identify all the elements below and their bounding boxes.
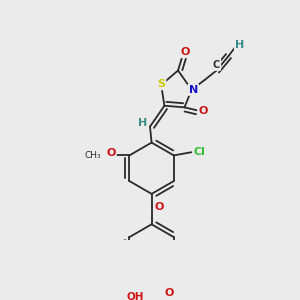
Text: O: O xyxy=(155,202,164,212)
Text: C: C xyxy=(213,60,220,70)
Text: O: O xyxy=(181,47,190,57)
Text: H: H xyxy=(235,40,244,50)
Text: Cl: Cl xyxy=(194,147,206,157)
Text: O: O xyxy=(198,106,208,116)
Text: CH₃: CH₃ xyxy=(84,151,101,160)
Text: S: S xyxy=(157,79,165,89)
Text: N: N xyxy=(189,85,198,95)
Text: OH: OH xyxy=(127,292,144,300)
Text: O: O xyxy=(106,148,116,158)
Text: O: O xyxy=(164,288,174,298)
Text: H: H xyxy=(138,118,147,128)
